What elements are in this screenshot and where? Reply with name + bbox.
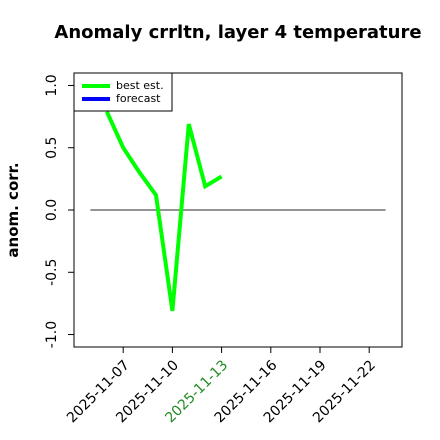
y-tick-label: 0.5 [44,137,60,159]
legend-label: best est. [116,79,164,92]
y-tick-label: -1.0 [44,321,60,348]
y-tick-label: 0.0 [44,199,60,221]
y-axis-label: anom. corr. [4,162,22,257]
series-line [104,110,223,312]
plot-frame [73,72,403,348]
legend-box [73,72,173,112]
legend-label: forecast [116,92,161,105]
chart-title: Anomaly crrltn, layer 4 temperature [54,22,421,43]
y-tick-label: 1.0 [44,74,60,96]
y-tick-label: -0.5 [44,259,60,286]
